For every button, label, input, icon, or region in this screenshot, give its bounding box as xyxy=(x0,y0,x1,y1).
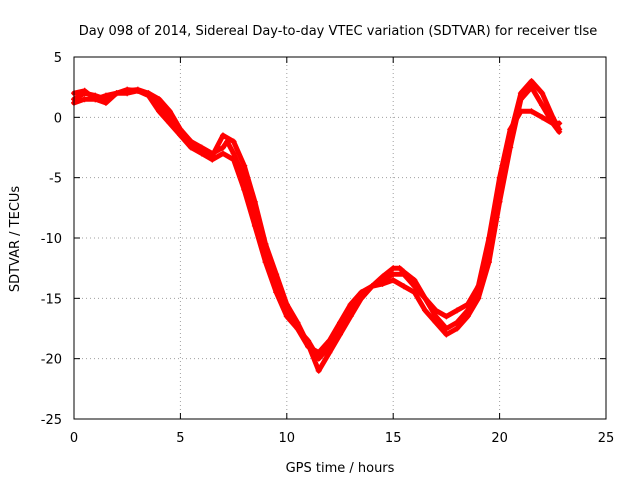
data-point xyxy=(539,102,546,109)
data-point xyxy=(81,87,88,94)
data-point xyxy=(396,265,403,272)
x-tick-label: 25 xyxy=(598,431,615,446)
data-point xyxy=(177,132,184,139)
chart-title: Day 098 of 2014, Sidereal Day-to-day VTE… xyxy=(79,24,598,39)
data-point xyxy=(411,277,418,284)
data-point xyxy=(209,152,216,159)
series-track-c xyxy=(71,84,562,374)
y-tick-label: 5 xyxy=(54,51,62,66)
data-point xyxy=(454,325,461,332)
data-point xyxy=(422,295,429,302)
data-point xyxy=(337,331,343,338)
series-layer xyxy=(71,78,563,374)
data-point xyxy=(124,86,131,93)
data-point xyxy=(262,241,269,248)
data-point xyxy=(262,259,269,266)
y-tick-labels: -25 -20 -15 -10 -5 0 5 xyxy=(41,51,62,428)
data-point xyxy=(188,138,195,145)
series-track-b xyxy=(71,78,562,362)
data-point xyxy=(432,319,439,326)
data-point xyxy=(390,277,397,284)
data-point xyxy=(113,90,120,97)
data-point xyxy=(475,295,482,302)
y-tick-label: -15 xyxy=(41,292,62,307)
data-point xyxy=(283,313,290,320)
data-point xyxy=(390,271,397,278)
y-tick-label: -5 xyxy=(49,172,62,187)
data-point xyxy=(379,280,386,287)
data-point xyxy=(251,222,258,229)
data-point xyxy=(411,289,418,296)
data-point xyxy=(368,283,375,290)
x-axis-label: GPS time / hours xyxy=(286,461,395,476)
data-point xyxy=(400,283,407,290)
y-tick-label: 0 xyxy=(54,111,62,126)
x-tick-labels: 0 5 10 15 20 25 xyxy=(70,431,614,446)
data-point xyxy=(358,295,365,302)
data-point xyxy=(315,367,322,374)
data-point xyxy=(251,198,258,205)
data-point xyxy=(156,96,163,103)
data-point xyxy=(464,313,471,320)
series-track-a xyxy=(71,87,562,356)
data-point xyxy=(549,120,556,127)
data-point xyxy=(507,144,514,151)
x-tick-label: 10 xyxy=(279,431,296,446)
data-point xyxy=(198,148,205,155)
data-point xyxy=(241,186,248,193)
data-point xyxy=(422,307,429,314)
data-point xyxy=(166,120,173,127)
ticks xyxy=(73,56,607,420)
data-point xyxy=(230,150,237,157)
data-point xyxy=(102,99,109,106)
data-point xyxy=(528,108,535,115)
data-point xyxy=(400,268,407,275)
data-point xyxy=(517,96,524,103)
data-point xyxy=(305,341,312,348)
data-point xyxy=(347,313,354,320)
data-point xyxy=(379,273,386,280)
data-point xyxy=(230,156,237,163)
y-tick-label: -10 xyxy=(41,232,62,247)
data-point xyxy=(443,313,450,320)
data-point xyxy=(145,92,152,99)
data-point xyxy=(219,150,226,157)
data-point xyxy=(81,96,88,103)
data-point xyxy=(528,78,535,85)
x-tick-label: 0 xyxy=(70,431,78,446)
data-point xyxy=(454,307,461,314)
data-point xyxy=(443,331,450,338)
y-tick-label: -20 xyxy=(41,353,62,368)
data-point xyxy=(556,128,563,135)
y-axis-label: SDTVAR / TECUs xyxy=(8,186,23,293)
data-point xyxy=(156,108,163,115)
data-point xyxy=(326,349,333,356)
data-point xyxy=(188,144,195,151)
data-point xyxy=(528,84,535,91)
y-tick-label: -25 xyxy=(41,413,62,428)
data-point xyxy=(485,259,492,266)
data-point xyxy=(539,114,546,121)
data-point xyxy=(539,90,546,97)
data-point xyxy=(219,144,226,151)
x-tick-label: 20 xyxy=(491,431,508,446)
data-point xyxy=(219,132,226,139)
x-tick-label: 15 xyxy=(385,431,402,446)
data-point xyxy=(134,87,141,94)
data-point xyxy=(230,138,237,145)
data-point xyxy=(102,92,109,99)
data-point xyxy=(92,96,99,103)
data-point xyxy=(241,162,248,169)
data-point xyxy=(273,271,280,278)
data-point xyxy=(315,355,322,362)
data-point xyxy=(294,319,301,326)
data-point xyxy=(283,301,290,308)
data-point xyxy=(390,265,397,272)
data-point xyxy=(496,198,503,205)
x-tick-label: 5 xyxy=(176,431,184,446)
data-point xyxy=(273,289,280,296)
